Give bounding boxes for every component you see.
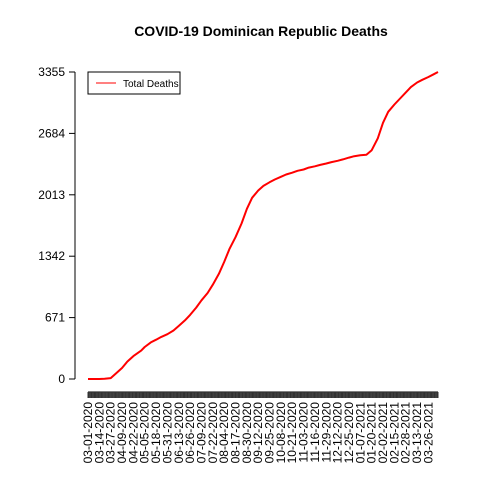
x-tick-label: 09-12-2020 [251, 402, 265, 464]
x-tick-label: 05-05-2020 [138, 402, 152, 464]
x-tick-label: 03-01-2020 [81, 402, 95, 464]
x-tick-label: 01-20-2021 [365, 402, 379, 464]
x-tick-label: 02-15-2021 [387, 402, 401, 464]
x-tick-label: 11-03-2020 [297, 402, 311, 463]
x-tick-label: 02-02-2021 [376, 402, 390, 464]
x-tick-label: 10-21-2020 [285, 402, 299, 464]
chart-title: COVID-19 Dominican Republic Deaths [134, 23, 388, 39]
x-tick-label: 08-04-2020 [217, 402, 231, 464]
y-tick-label: 2684 [38, 126, 65, 140]
x-tick-label: 11-29-2020 [319, 402, 333, 463]
x-tick-label: 03-14-2020 [92, 402, 106, 464]
y-tick-label: 671 [45, 311, 65, 325]
x-tick-label: 05-18-2020 [149, 402, 163, 464]
x-tick-label: 07-22-2020 [206, 402, 220, 464]
series-layer [88, 71, 439, 380]
y-tick-label: 3355 [38, 65, 65, 79]
y-tick-label: 2013 [38, 188, 65, 202]
series-line-total-deaths [88, 71, 439, 380]
x-tick-label: 02-28-2021 [399, 402, 413, 464]
legend-box [87, 71, 181, 95]
x-tick-label: 01-07-2021 [353, 402, 367, 464]
x-tick-label: 10-08-2020 [274, 402, 288, 464]
x-tick-label: 03-13-2021 [410, 402, 424, 464]
x-tick-label: 06-13-2020 [172, 402, 186, 464]
x-tick-label: 03-26-2021 [421, 402, 435, 464]
legend: Total Deaths [87, 71, 181, 95]
x-tick-label: 03-27-2020 [104, 402, 118, 464]
x-tick-label: 09-25-2020 [263, 402, 277, 464]
x-tick-label: 12-12-2020 [331, 402, 345, 464]
x-tick-label: 04-09-2020 [115, 402, 129, 464]
y-axis: 0 671 1342 2013 2684 3355 [38, 65, 76, 386]
y-tick-label: 1342 [38, 249, 65, 263]
x-tick-label: 08-30-2020 [240, 402, 254, 464]
x-tick-label: 12-25-2020 [342, 402, 356, 464]
x-tick-label: 11-16-2020 [308, 402, 322, 463]
x-tick-label: 05-31-2020 [160, 402, 174, 464]
x-axis: 03-01-202003-14-202003-27-202004-09-2020… [81, 391, 439, 464]
x-tick-label: 04-22-2020 [126, 402, 140, 464]
y-tick-label: 0 [58, 372, 65, 386]
x-tick-label: 06-26-2020 [183, 402, 197, 464]
x-tick-label: 07-09-2020 [194, 402, 208, 464]
x-tick-label: 08-17-2020 [229, 402, 243, 464]
legend-label-total-deaths: Total Deaths [123, 79, 179, 90]
